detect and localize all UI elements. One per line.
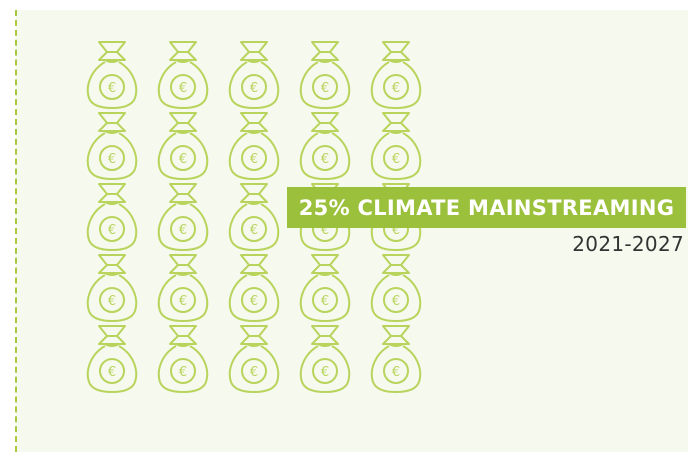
svg-text:€: € xyxy=(250,294,258,309)
dashed-divider xyxy=(15,10,17,452)
svg-text:€: € xyxy=(321,81,329,96)
svg-text:€: € xyxy=(392,365,400,380)
svg-text:€: € xyxy=(321,223,329,238)
svg-text:€: € xyxy=(392,152,400,167)
svg-text:€: € xyxy=(108,81,116,96)
background-panel xyxy=(16,10,688,452)
money-bag-euro-icon: € xyxy=(219,107,289,183)
money-bag-euro-icon: € xyxy=(77,320,147,396)
svg-text:€: € xyxy=(321,152,329,167)
money-bag-euro-icon: € xyxy=(219,178,289,254)
svg-text:€: € xyxy=(179,81,187,96)
money-bag-euro-icon: € xyxy=(219,249,289,325)
money-bag-euro-icon: € xyxy=(148,107,218,183)
money-bag-euro-icon: € xyxy=(219,320,289,396)
money-bag-euro-icon: € xyxy=(290,36,360,112)
svg-text:€: € xyxy=(392,81,400,96)
climate-mainstreaming-banner: 25% CLIMATE MAINSTREAMING xyxy=(287,187,686,228)
money-bag-euro-icon: € xyxy=(219,36,289,112)
money-bag-euro-icon: € xyxy=(290,249,360,325)
svg-text:€: € xyxy=(108,294,116,309)
svg-text:€: € xyxy=(179,152,187,167)
svg-text:€: € xyxy=(108,152,116,167)
money-bag-euro-icon: € xyxy=(148,178,218,254)
svg-text:€: € xyxy=(108,365,116,380)
money-bag-euro-icon: € xyxy=(77,178,147,254)
money-bag-euro-icon: € xyxy=(77,36,147,112)
money-bag-euro-icon: € xyxy=(290,320,360,396)
money-bag-euro-icon: € xyxy=(290,107,360,183)
money-bag-euro-icon: € xyxy=(361,320,431,396)
money-bag-euro-icon: € xyxy=(361,249,431,325)
money-bag-euro-icon: € xyxy=(361,36,431,112)
money-bag-euro-icon: € xyxy=(148,249,218,325)
svg-text:€: € xyxy=(321,294,329,309)
money-bag-euro-icon: € xyxy=(148,36,218,112)
money-bag-euro-icon: € xyxy=(77,249,147,325)
svg-text:€: € xyxy=(179,223,187,238)
svg-text:€: € xyxy=(179,294,187,309)
svg-text:€: € xyxy=(179,365,187,380)
svg-text:€: € xyxy=(250,365,258,380)
svg-text:€: € xyxy=(108,223,116,238)
svg-text:€: € xyxy=(250,152,258,167)
svg-text:€: € xyxy=(321,365,329,380)
period-label: 2021-2027 xyxy=(572,232,684,256)
svg-text:€: € xyxy=(392,294,400,309)
svg-text:€: € xyxy=(392,223,400,238)
money-bag-euro-icon: € xyxy=(148,320,218,396)
money-bag-euro-icon: € xyxy=(77,107,147,183)
svg-text:€: € xyxy=(250,223,258,238)
money-bag-euro-icon: € xyxy=(361,107,431,183)
banner-label: 25% CLIMATE MAINSTREAMING xyxy=(298,195,675,220)
svg-text:€: € xyxy=(250,81,258,96)
